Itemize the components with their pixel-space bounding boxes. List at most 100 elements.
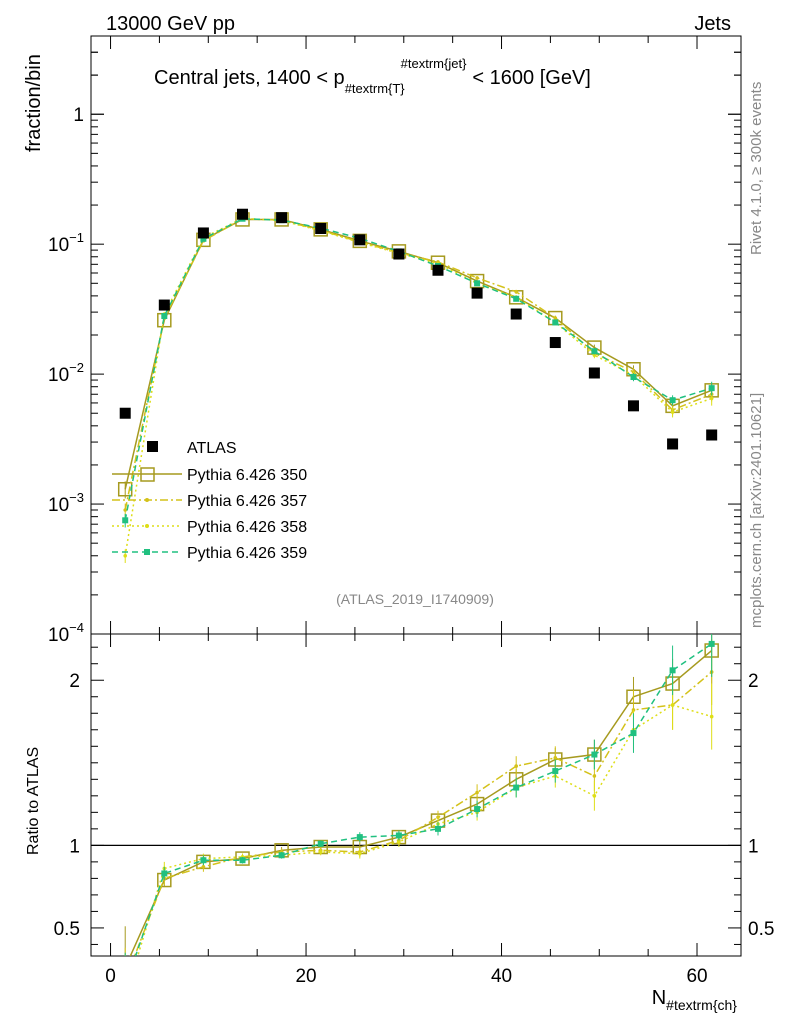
x-tick-label: 20	[295, 966, 316, 987]
series-point-359	[161, 313, 168, 320]
ratio-point-359	[434, 825, 441, 832]
y-tick-label: 10−4	[48, 620, 84, 646]
side-label-top: Rivet 4.1.0, ≥ 300k events	[748, 82, 765, 255]
main-plot: 1 10−1 10−2 10−3 10−4	[48, 35, 742, 646]
series-point-357	[123, 508, 128, 512]
y-tick-label: 10−1	[48, 230, 84, 256]
series-point-359	[708, 385, 715, 392]
ratio-tick-label-right: 2	[748, 671, 759, 692]
legend-label-358: Pythia 6.426 358	[187, 519, 307, 536]
legend: ATLAS Pythia 6.426 350 Pythia 6.426 357 …	[112, 440, 307, 562]
legend-marker-359	[144, 549, 150, 555]
series-line-358	[124, 217, 712, 556]
data-point-atlas	[354, 234, 366, 246]
ratio-point-359	[200, 857, 207, 864]
ratio-point-359	[708, 640, 715, 647]
series-line-357	[124, 217, 712, 511]
data-point-atlas	[549, 337, 561, 349]
side-label-bottom: mcplots.cern.ch [arXiv:2401.10621]	[748, 393, 765, 628]
ratio-point-350	[119, 961, 132, 974]
data-point-atlas	[119, 407, 131, 419]
series-point-359	[552, 319, 559, 326]
data-point-atlas	[706, 429, 718, 441]
ratio-point-358	[357, 851, 362, 856]
ratio-point-359	[122, 983, 128, 989]
ratio-point-357	[553, 756, 558, 760]
ratio-series	[119, 634, 719, 999]
legend-marker-357	[145, 498, 149, 502]
main-series	[117, 208, 719, 563]
ratio-point-357	[475, 790, 479, 795]
data-point-atlas	[471, 287, 483, 299]
ratio-point-359	[474, 806, 481, 813]
legend-entry-350: Pythia 6.426 350	[112, 467, 307, 484]
series-point-350	[469, 273, 485, 289]
series-point-358	[670, 410, 675, 414]
ratio-point-359	[669, 667, 676, 674]
legend-label-350: Pythia 6.426 350	[187, 467, 307, 484]
ratio-plot: 0 20 40 60 0.5 0.5 1 1 2 2	[54, 633, 774, 999]
ratio-line-359	[134, 643, 713, 956]
ratio-frame	[90, 633, 742, 957]
header-right: Jets	[694, 13, 731, 35]
ratio-point-357	[592, 774, 597, 778]
ratio-point-359	[630, 730, 637, 737]
ratio-point-359	[591, 751, 598, 758]
ratio-tick-label-right: 0.5	[748, 919, 774, 940]
data-point-atlas	[237, 208, 249, 220]
y-axis-label: fraction/bin	[23, 54, 45, 152]
data-point-atlas	[393, 248, 405, 260]
y-tick-label: 10−2	[48, 360, 84, 386]
data-point-atlas	[197, 227, 209, 239]
series-point-357	[475, 276, 479, 280]
legend-marker-atlas	[147, 441, 158, 452]
series-point-359	[122, 517, 129, 524]
ratio-line-357	[133, 671, 713, 956]
ratio-point-358	[670, 703, 675, 707]
header-left: 13000 GeV pp	[106, 13, 235, 35]
ratio-point-357	[123, 979, 127, 983]
legend-marker-350	[140, 467, 155, 482]
ratio-point-358	[592, 794, 597, 798]
data-point-atlas	[627, 400, 639, 412]
series-point-357	[553, 316, 558, 320]
series-point-359	[591, 348, 598, 355]
legend-label-atlas: ATLAS	[187, 440, 237, 457]
series-point-358	[123, 553, 128, 558]
x-tick-label: 40	[491, 966, 512, 987]
data-point-atlas	[432, 264, 444, 276]
ratio-point-358	[318, 850, 323, 854]
ratio-line-350	[129, 649, 713, 956]
ratio-tick-label-right: 1	[748, 836, 759, 857]
ratio-y-axis-label: Ratio to ATLAS	[25, 747, 42, 855]
legend-marker-358	[145, 524, 149, 528]
ratio-point-359	[317, 840, 324, 847]
ratio-tick-label-left: 2	[69, 671, 80, 692]
analysis-tag: (ATLAS_2019_I1740909)	[336, 591, 494, 607]
ratio-line-358	[136, 704, 712, 956]
series-point-359	[513, 295, 520, 302]
series-point-359	[200, 235, 207, 242]
x-tick-label: 0	[105, 966, 116, 987]
data-point-atlas	[667, 438, 679, 450]
x-axis-label: N#textrm{ch}	[652, 987, 738, 1013]
legend-entry-359: Pythia 6.426 359	[112, 545, 307, 562]
y-tick-label: 10−3	[48, 490, 84, 516]
ratio-point-358	[123, 995, 127, 999]
series-point-359	[669, 397, 676, 404]
data-point-atlas	[276, 212, 288, 224]
ratio-point-359	[395, 832, 402, 839]
ratio-point-358	[397, 840, 401, 844]
series-line-359	[124, 217, 712, 521]
data-point-atlas	[158, 299, 170, 311]
series-point-359	[630, 374, 637, 381]
data-point-atlas	[510, 308, 522, 320]
series-point-357	[514, 290, 518, 294]
ratio-point-359	[278, 852, 285, 859]
legend-label-357: Pythia 6.426 357	[187, 493, 307, 510]
ratio-point-359	[356, 834, 363, 841]
ratio-point-358	[709, 714, 714, 719]
legend-label-359: Pythia 6.426 359	[187, 545, 307, 562]
legend-entry-358: Pythia 6.426 358	[112, 519, 307, 536]
